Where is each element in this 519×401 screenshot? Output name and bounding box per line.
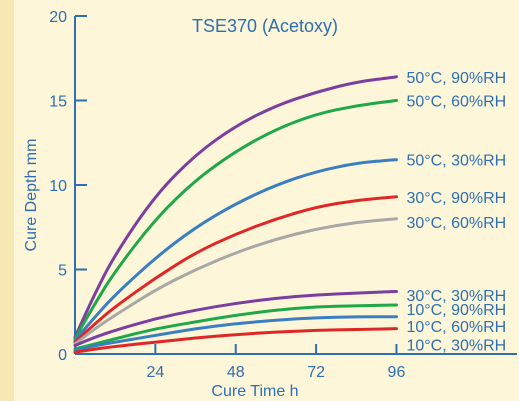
axes: 0 5 10 15 20 24 48 72 96 [49,9,517,381]
series-line-9 [73,327,398,354]
y-tick-label: 0 [58,347,67,364]
series-label-5: 30°C, 60%RH [406,215,506,232]
series-label-1: 50°C, 90%RH [406,70,506,87]
series-line-4 [73,195,398,344]
series-line-1 [73,75,398,339]
x-tick-label: 72 [307,364,325,381]
x-tick-label: 96 [388,364,406,381]
y-tick-label: 15 [49,94,67,111]
series-line-2 [73,98,398,341]
series-label-2: 50°C, 60%RH [406,94,506,111]
y-tick-label: 5 [58,263,67,280]
series-line-5 [73,217,398,346]
series-lines [73,75,398,354]
series-label-3: 50°C, 30%RH [406,153,506,170]
y-tick-label: 10 [49,178,67,195]
series-line-7 [73,303,398,351]
series-label-4: 30°C, 90%RH [406,190,506,207]
chart-title: TSE370 (Acetoxy) [192,16,338,36]
y-axis-label: Cure Depth mm [23,139,40,252]
y-tick-label: 20 [49,9,67,26]
series-line-6 [73,289,398,348]
x-tick-label: 24 [146,364,164,381]
series-line-3 [73,158,398,342]
series-label-7: 10°C, 90%RH [406,302,506,319]
series-label-8: 10°C, 60%RH [406,319,506,336]
series-labels: 50°C, 90%RH 50°C, 60%RH 50°C, 30%RH 30°C, 9… [406,70,506,355]
x-axis-label: Cure Time h [211,383,298,400]
series-label-9: 10°C, 30%RH [406,338,506,355]
x-tick-label: 48 [227,364,245,381]
left-stripe [0,0,14,401]
series-line-8 [73,315,398,353]
series-label-6: 30°C, 30%RH [406,288,506,305]
